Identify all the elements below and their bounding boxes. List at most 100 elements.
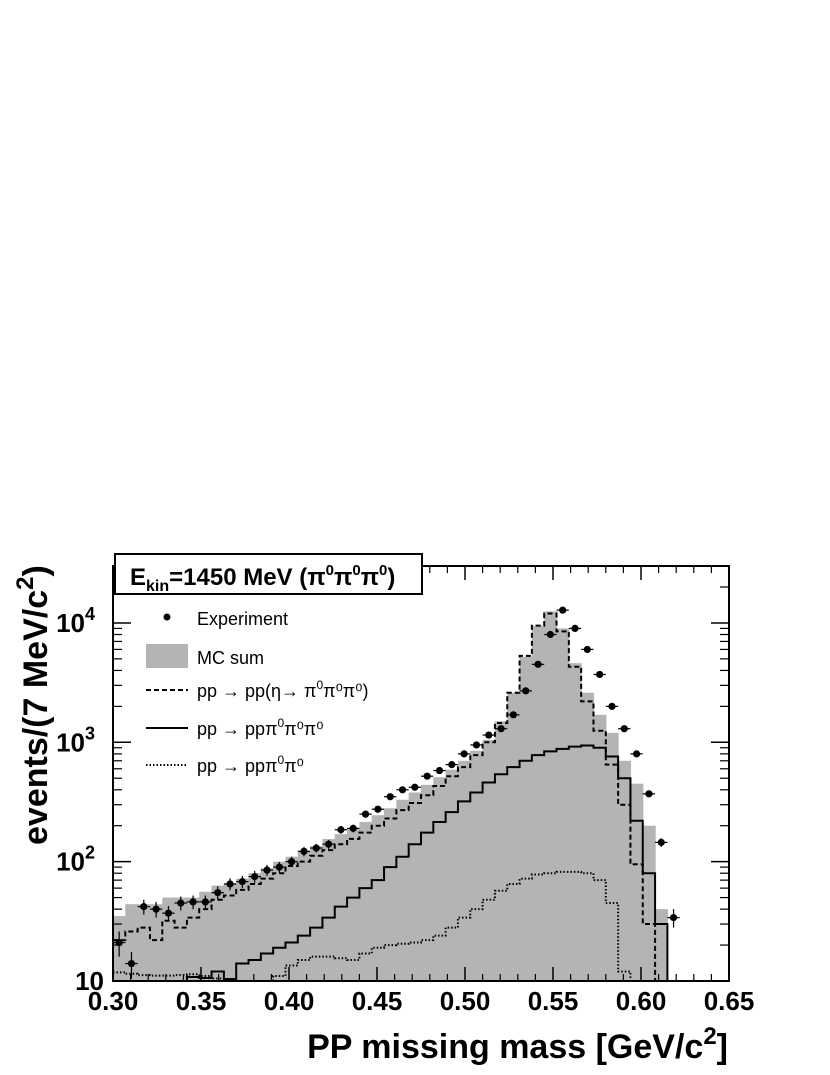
mc-sum-bar — [630, 783, 644, 981]
mc-sum-bar — [248, 873, 262, 981]
experiment-point — [657, 838, 665, 846]
experiment-point — [571, 624, 579, 633]
mc-sum-bar — [149, 904, 163, 981]
experiment-point — [398, 786, 407, 794]
experiment-point — [177, 899, 185, 907]
mc-sum-bar — [285, 856, 299, 981]
experiment-point — [509, 711, 517, 719]
mc-sum-bar — [236, 878, 250, 981]
legend-label-3pi: pp → ppπ0π⁰π⁰ — [197, 716, 323, 739]
experiment-point — [583, 645, 591, 654]
legend-label-eta: pp → pp(η→ π0π⁰π⁰) — [197, 678, 368, 701]
two-pion-series-line — [113, 870, 668, 982]
mc-sum-bar — [618, 760, 632, 981]
experiment-point — [669, 913, 678, 922]
x-tick-label: 0.35 — [176, 986, 227, 1016]
y-tick-label: 103 — [56, 723, 95, 757]
experiment-point — [214, 889, 222, 897]
experiment-point — [559, 606, 567, 614]
legend: Experiment MC sum pp → pp(η→ π0π⁰π⁰) pp … — [146, 609, 368, 776]
experiment-point — [361, 810, 370, 818]
mc-sum-bar — [655, 909, 668, 981]
experiment-point — [620, 725, 628, 733]
experiment-point — [435, 766, 444, 775]
experiment-point — [325, 840, 333, 848]
x-tick-label: 0.50 — [440, 986, 491, 1016]
mc-sum-bar — [421, 784, 434, 981]
mc-sum-bar — [581, 692, 595, 981]
experiment-point — [226, 880, 234, 888]
experiment-point — [448, 761, 456, 769]
mc-sum-bar — [568, 663, 582, 981]
experiment-point — [238, 878, 246, 886]
mc-sum-bar — [174, 897, 188, 981]
mc-sum-bar — [519, 656, 533, 981]
mc-sum-bar — [322, 838, 336, 981]
y-axis-title: events/(7 MeV/c2) — [12, 565, 55, 845]
experiment-point — [251, 872, 259, 881]
experiment-point — [300, 847, 308, 855]
experiment-point — [115, 938, 123, 947]
experiment-point — [534, 660, 542, 668]
legend-label-2pi: pp → ppπ0π⁰ — [197, 753, 304, 776]
mc-sum-bar — [457, 760, 471, 981]
mc-sum-bar — [273, 861, 287, 981]
experiment-point — [275, 863, 283, 871]
mc-sum-bar — [642, 825, 656, 981]
experiment-point — [485, 731, 493, 739]
mc-sum-bar — [199, 891, 213, 981]
experiment-point — [164, 909, 173, 917]
y-tick-label: 102 — [56, 843, 95, 877]
x-tick-label: 0.40 — [264, 986, 315, 1016]
mc-sum-bar — [162, 897, 176, 981]
mc-sum-bar — [223, 883, 237, 981]
mc-sum-bar — [297, 851, 311, 981]
experiment-point — [497, 725, 505, 733]
legend-label-experiment: Experiment — [197, 609, 288, 629]
title-box-frame — [114, 553, 423, 595]
mc-sum-bar — [470, 750, 484, 981]
mc-sum-bar — [310, 846, 324, 981]
experiment-point — [472, 741, 481, 749]
mc-sum-bar — [384, 808, 397, 981]
experiment-point — [337, 826, 345, 834]
x-tick-label: 0.60 — [616, 986, 667, 1016]
mc-sum-bar — [445, 769, 459, 981]
y-tick-label: 104 — [56, 604, 95, 638]
mc-sum-bar — [347, 828, 360, 981]
experiment-point — [189, 898, 197, 906]
mc-sum-bar — [433, 777, 447, 981]
mc-sum-bar — [371, 815, 385, 981]
experiment-point — [374, 805, 382, 813]
experiment-point — [411, 783, 419, 791]
mc-sum-bar — [556, 628, 570, 981]
chart-title: Ekin=1450 MeV (π0π0π0) — [130, 562, 395, 595]
experiment-point — [596, 670, 604, 679]
mc-sum-bar — [544, 611, 558, 981]
legend-swatch-mc-sum — [146, 644, 188, 668]
experiment-point — [140, 903, 148, 911]
x-axis-title: PP missing mass [GeV/c2] — [307, 1023, 728, 1066]
x-tick-label: 0.65 — [704, 986, 755, 1016]
experiment-point — [288, 858, 296, 866]
experiment-point — [608, 702, 616, 710]
x-tick-label: 0.30 — [88, 986, 139, 1016]
y-tick-label: 10 — [75, 966, 104, 996]
experiment-point — [152, 905, 160, 913]
experiment-point — [423, 772, 431, 780]
plot-area — [113, 606, 680, 982]
mc-sum-bar — [408, 792, 422, 981]
legend-marker-experiment — [163, 613, 171, 621]
mc-sum-bar — [260, 868, 274, 981]
experiment-point — [633, 750, 641, 758]
experiment-point — [460, 750, 468, 758]
experiment-point — [522, 687, 530, 695]
mc-sum-bar — [507, 692, 521, 981]
experiment-point — [201, 898, 209, 906]
eta-series-line — [113, 612, 668, 982]
experiment-point — [645, 790, 653, 798]
legend-label-mc-sum: MC sum — [197, 648, 264, 668]
mc-sum-bar — [137, 904, 151, 981]
experiment-point — [386, 793, 394, 801]
